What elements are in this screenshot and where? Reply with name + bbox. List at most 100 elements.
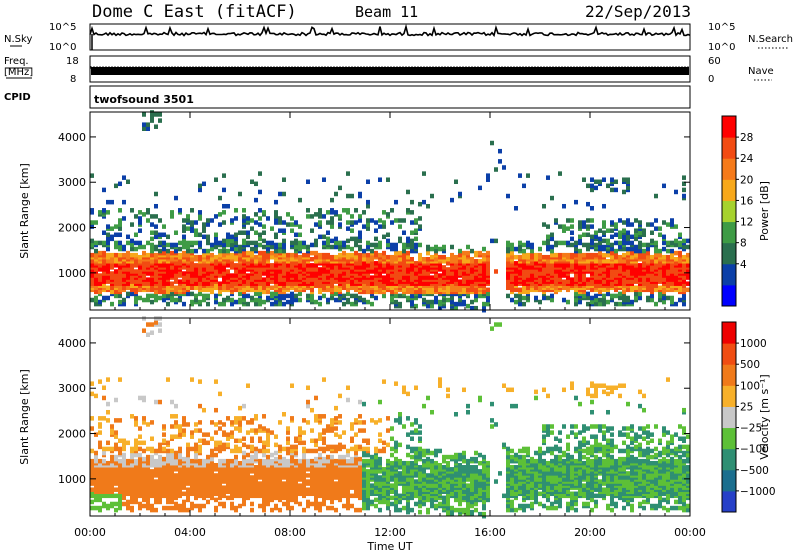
heat-cell	[246, 444, 250, 450]
heat-cell	[150, 230, 154, 235]
heat-cell	[246, 240, 250, 246]
heat-cell	[182, 283, 186, 288]
heat-cell	[258, 469, 262, 474]
heat-cell	[194, 481, 198, 486]
heat-cell	[186, 214, 190, 219]
heat-cell	[614, 187, 618, 193]
heat-cell	[554, 285, 558, 291]
heat-cell	[166, 483, 170, 488]
heat-cell	[254, 230, 258, 235]
heat-cell	[218, 426, 222, 431]
heat-cell	[218, 440, 222, 446]
heat-cell	[158, 259, 162, 264]
heat-cell	[94, 295, 98, 301]
heat-cell	[250, 240, 254, 246]
heat-cell	[350, 228, 354, 233]
heat-cell	[570, 224, 574, 229]
heat-cell	[598, 236, 602, 242]
heat-cell	[446, 285, 450, 291]
heat-cell	[606, 271, 610, 276]
heat-cell	[182, 432, 186, 437]
heat-cell	[242, 436, 246, 441]
heat-cell	[562, 279, 566, 284]
heat-cell	[338, 214, 342, 219]
heat-cell	[670, 222, 674, 227]
heat-cell	[154, 289, 158, 295]
heat-cell	[354, 220, 358, 225]
heat-cell	[594, 301, 598, 307]
heat-cell	[454, 269, 458, 274]
heat-cell	[122, 285, 126, 291]
heat-cell	[98, 289, 102, 295]
heat-cell	[114, 446, 118, 452]
heat-cell	[606, 238, 610, 244]
heat-cell	[610, 177, 614, 182]
heat-cell	[366, 199, 370, 205]
heat-cell	[534, 283, 538, 288]
heat-cell	[318, 220, 322, 225]
heat-cell	[234, 465, 238, 470]
heat-cell	[254, 454, 258, 460]
heat-cell	[346, 287, 350, 293]
heat-cell	[590, 206, 594, 211]
heat-cell	[218, 391, 222, 397]
heat-cell	[434, 295, 438, 301]
plot-title: Dome C East (fitACF)	[92, 2, 297, 22]
heat-cell	[474, 250, 478, 256]
heat-cell	[638, 230, 642, 235]
heat-cell	[162, 240, 166, 246]
heat-cell	[170, 281, 174, 286]
heat-cell	[506, 273, 510, 278]
heat-cell	[242, 462, 246, 468]
heat-cell	[682, 287, 686, 293]
heat-cell	[234, 426, 238, 431]
heat-cell	[174, 458, 178, 464]
heat-cell	[202, 222, 206, 227]
heat-cell	[158, 442, 162, 448]
heat-cell	[518, 246, 522, 252]
heat-cell	[250, 444, 254, 450]
heat-cell	[602, 301, 606, 307]
heat-cell	[182, 250, 186, 256]
heat-cell	[130, 252, 134, 258]
heat-cell	[346, 244, 350, 250]
heat-cell	[106, 246, 110, 252]
heat-cell	[522, 265, 526, 270]
heat-cell	[142, 475, 146, 480]
heat-cell	[98, 299, 102, 305]
heat-cell	[402, 267, 406, 272]
heat-cell	[198, 479, 202, 484]
heat-cell	[282, 177, 286, 182]
heat-cell	[538, 271, 542, 276]
heat-cell	[422, 297, 426, 303]
heat-cell	[482, 263, 486, 268]
heat-cell	[650, 222, 654, 227]
heat-cell	[602, 177, 606, 182]
heat-cell	[222, 220, 226, 225]
colorbar-swatch	[722, 158, 736, 180]
heat-cell	[134, 240, 138, 246]
heat-cell	[154, 224, 158, 229]
heat-cell	[278, 248, 282, 254]
colorbar-tick-label: 24	[740, 153, 754, 165]
heat-cell	[322, 214, 326, 219]
heat-cell	[466, 287, 470, 293]
heat-cell	[550, 244, 554, 250]
heat-cell	[650, 238, 654, 244]
heat-cell	[546, 246, 550, 252]
heat-cell	[450, 197, 454, 203]
heat-cell	[222, 238, 226, 244]
y-tick-label: 2000	[58, 222, 86, 235]
heat-cell	[318, 267, 322, 272]
heat-cell	[522, 183, 526, 189]
heat-cell	[558, 240, 562, 246]
heat-cell	[286, 473, 290, 478]
heat-cell	[474, 275, 478, 280]
heat-cell	[286, 489, 290, 494]
heat-cell	[234, 420, 238, 425]
heat-cell	[642, 228, 646, 233]
heat-cell	[234, 246, 238, 252]
cpid-value: twofsound 3501	[94, 93, 194, 106]
heat-cell	[194, 228, 198, 233]
heat-cell	[506, 293, 510, 299]
